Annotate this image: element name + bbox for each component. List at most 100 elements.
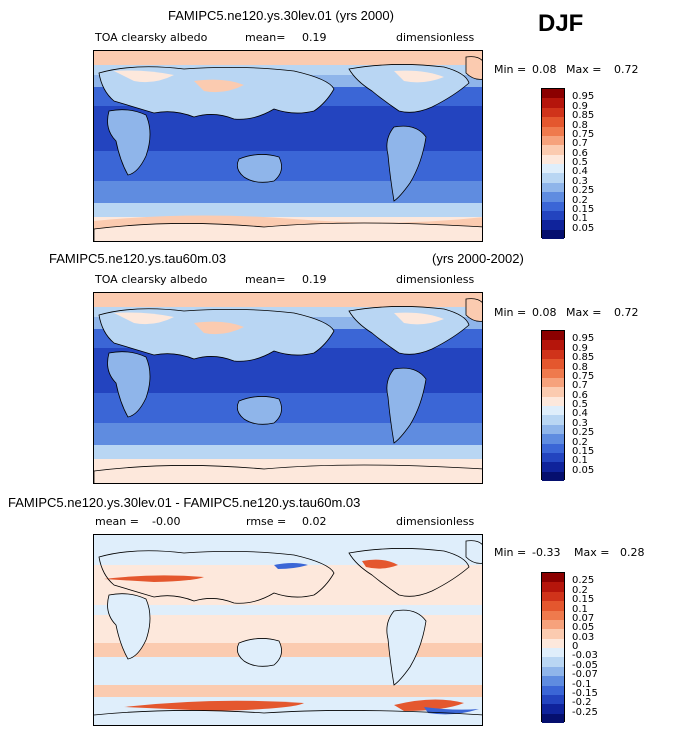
colorbar-level-label: -0.1 xyxy=(572,678,592,690)
season-label: DJF xyxy=(538,10,584,37)
colorbar-swatch xyxy=(542,676,564,686)
colorbar-swatch xyxy=(542,368,564,378)
colorbar-level-label: 0.85 xyxy=(572,110,595,122)
panel1-map xyxy=(93,50,483,242)
panel2-title: FAMIPC5.ne120.ys.tau60m.03 xyxy=(49,251,227,266)
colorbar-level-label: -0.05 xyxy=(572,659,598,671)
colorbar-swatch xyxy=(542,387,564,397)
colorbar-swatch xyxy=(542,666,564,677)
colorbar-level-label: 0.03 xyxy=(572,631,595,643)
colorbar-swatch xyxy=(542,173,564,183)
colorbar-swatch xyxy=(542,201,564,211)
colorbar-level-label: -0.2 xyxy=(572,697,592,709)
colorbar-level-label: 0.5 xyxy=(572,157,588,168)
colorbar-level-label: -0.25 xyxy=(572,706,598,718)
colorbar-swatch xyxy=(542,434,564,444)
colorbar-level-label: 0 xyxy=(572,641,579,652)
colorbar-level-label: 0.8 xyxy=(572,119,588,131)
panel2-variable: TOA clearsky albedo xyxy=(95,273,208,286)
panel3-max-label: Max = xyxy=(574,546,610,559)
colorbar-swatch xyxy=(542,424,564,435)
colorbar-swatch xyxy=(542,396,564,406)
colorbar-level-label: 0.7 xyxy=(572,380,588,392)
colorbar-swatch xyxy=(542,406,564,416)
panel3-max-value: 0.28 xyxy=(620,546,645,559)
colorbar-swatch xyxy=(542,340,564,350)
colorbar-level-label: 0.95 xyxy=(572,91,595,103)
colorbar-level-label: 0.2 xyxy=(572,584,588,596)
panel3-units: dimensionless xyxy=(396,515,475,528)
panel3-map xyxy=(93,534,483,726)
colorbar-level-label: 0.1 xyxy=(572,213,588,225)
colorbar-level-label: -0.07 xyxy=(572,669,598,681)
colorbar-swatch xyxy=(542,89,564,99)
colorbar-swatch xyxy=(542,210,564,221)
colorbar-swatch xyxy=(542,135,564,146)
panel2-max-label: Max = xyxy=(566,306,602,319)
colorbar-level-label: 0.2 xyxy=(572,436,588,448)
colorbar-level-label: 0.3 xyxy=(572,175,588,187)
panel2-min-label: Min = xyxy=(494,306,527,319)
colorbar-level-label: 0.85 xyxy=(572,352,595,364)
colorbar-swatch xyxy=(542,610,564,620)
colorbar-swatch xyxy=(542,704,564,714)
panel3-rmse-label: rmse = xyxy=(246,515,287,528)
colorbar-level-label: -0.15 xyxy=(572,687,598,699)
colorbar-level-label: 0.15 xyxy=(572,445,595,457)
panel3-min-label: Min = xyxy=(494,546,527,559)
colorbar-level-label: 0.05 xyxy=(572,222,595,234)
colorbar-swatch xyxy=(542,377,564,388)
panel3-mean-label: mean = xyxy=(95,515,139,528)
colorbar-swatch xyxy=(542,713,564,723)
colorbar-swatch xyxy=(542,359,564,369)
panel1-variable: TOA clearsky albedo xyxy=(95,31,208,44)
panel3-title: FAMIPC5.ne120.ys.30lev.01 - FAMIPC5.ne12… xyxy=(8,495,361,510)
panel1-min-label: Min = xyxy=(494,63,527,76)
colorbar-level-label: 0.95 xyxy=(572,333,595,345)
panel2-map xyxy=(93,292,483,484)
colorbar-level-label: 0.25 xyxy=(572,185,595,197)
colorbar-swatch xyxy=(542,145,564,155)
colorbar-swatch xyxy=(542,591,564,602)
colorbar-level-label: 0.6 xyxy=(572,147,588,159)
colorbar-level-label: 0.6 xyxy=(572,389,588,401)
colorbar-level-label: 0.15 xyxy=(572,203,595,215)
colorbar-level-label: 0.25 xyxy=(572,427,595,439)
panel3-colorbar xyxy=(541,572,565,723)
colorbar-level-label: 0.25 xyxy=(572,575,595,587)
panel1-mean-value: 0.19 xyxy=(302,31,327,44)
panel2-mean-value: 0.19 xyxy=(302,273,327,286)
panel3-mean-value: -0.00 xyxy=(152,515,181,528)
colorbar-swatch xyxy=(542,601,564,611)
colorbar-swatch xyxy=(542,182,564,193)
colorbar-swatch xyxy=(542,117,564,127)
colorbar-swatch xyxy=(542,694,564,705)
panel1-min-value: 0.08 xyxy=(532,63,557,76)
colorbar-swatch xyxy=(542,220,564,230)
colorbar-level-label: 0.3 xyxy=(572,417,588,429)
colorbar-swatch xyxy=(542,229,564,239)
panel2-max-value: 0.72 xyxy=(614,306,639,319)
colorbar-swatch xyxy=(542,462,564,472)
colorbar-level-label: 0.05 xyxy=(572,464,595,476)
colorbar-level-label: -0.03 xyxy=(572,650,598,662)
colorbar-swatch xyxy=(542,164,564,174)
panel2-units: dimensionless xyxy=(396,273,475,286)
colorbar-level-label: 0.15 xyxy=(572,594,595,606)
colorbar-level-label: 0.05 xyxy=(572,622,595,634)
colorbar-swatch xyxy=(542,582,564,592)
colorbar-swatch xyxy=(542,154,564,164)
colorbar-swatch xyxy=(542,619,564,630)
colorbar-swatch xyxy=(542,192,564,202)
colorbar-swatch xyxy=(542,648,564,658)
colorbar-level-label: 0.4 xyxy=(572,166,588,178)
colorbar-swatch xyxy=(542,331,564,341)
panel1-max-value: 0.72 xyxy=(614,63,639,76)
colorbar-swatch xyxy=(542,349,564,360)
colorbar-level-label: 0.9 xyxy=(572,100,588,112)
colorbar-level-label: 0.75 xyxy=(572,370,595,382)
colorbar-level-label: 0.1 xyxy=(572,455,588,467)
panel2-min-value: 0.08 xyxy=(532,306,557,319)
colorbar-level-label: 0.2 xyxy=(572,194,588,206)
colorbar-swatch xyxy=(542,573,564,583)
